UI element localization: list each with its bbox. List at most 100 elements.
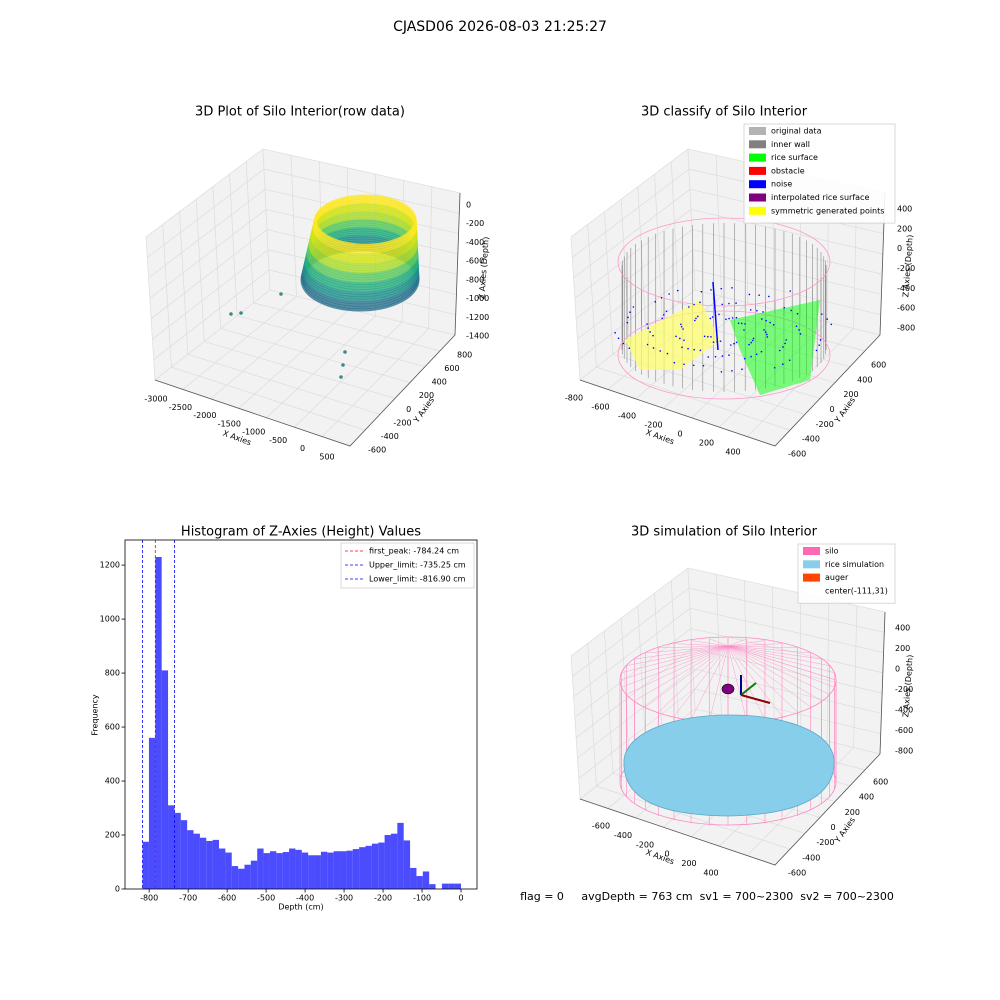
noise-point: [826, 318, 828, 320]
noise-point: [784, 342, 786, 345]
y-tick-label: 1200: [100, 561, 120, 570]
histogram-bar: [352, 849, 360, 889]
noise-point: [649, 331, 651, 333]
y-tick-label: 200: [105, 831, 120, 840]
pane-grid: [637, 186, 647, 329]
y-tick-label: -400: [802, 435, 820, 444]
noise-point: [733, 342, 735, 345]
histogram-bar: [155, 557, 162, 889]
y-tick-label: 600: [105, 723, 120, 732]
legend-label: noise: [771, 180, 792, 189]
legend-swatch: [749, 180, 766, 189]
noise-point: [799, 333, 802, 335]
noise-point: [782, 346, 784, 348]
silo-wire: [727, 645, 811, 708]
noise-point: [788, 359, 791, 362]
x-tick-label: 200: [699, 439, 714, 448]
x-tick-label: 200: [681, 859, 696, 868]
histogram-bar: [333, 851, 341, 889]
noise-point: [796, 312, 799, 315]
y-tick-label: 0: [831, 823, 836, 832]
noise-point: [719, 340, 722, 342]
z-tick-label: -200: [895, 685, 913, 694]
panel-title: Histogram of Z-Axies (Height) Values: [181, 525, 421, 540]
noise-point: [789, 290, 792, 292]
y-tick-label: 400: [859, 793, 874, 802]
histogram-bar: [403, 840, 411, 889]
noise-point: [673, 361, 676, 364]
z-tick-label: 400: [895, 624, 910, 633]
silo-wire: [621, 645, 729, 688]
histogram-bar: [193, 833, 200, 889]
y-tick-label: -400: [381, 432, 399, 441]
silo-wire: [673, 645, 729, 717]
noise-point: [735, 341, 738, 344]
pane-grid: [162, 224, 172, 368]
z-tick-label: -600: [466, 257, 484, 266]
pane-grid: [604, 630, 614, 774]
pane-grid: [294, 321, 403, 428]
legend-label: symmetric generated points: [771, 206, 884, 215]
noise-point: [617, 337, 620, 340]
x-tick-label: -800: [140, 894, 158, 903]
pane-grid: [290, 155, 297, 297]
noise-point: [693, 348, 695, 351]
pane-grid: [238, 309, 350, 409]
x-tick-label: -600: [592, 822, 610, 831]
point: [279, 292, 283, 296]
noise-point: [773, 366, 776, 369]
pane-grid: [689, 607, 884, 653]
histogram-bar: [168, 805, 175, 889]
x-tick-label: -700: [179, 894, 197, 903]
noise-point: [663, 313, 665, 316]
z-tick-label: -600: [897, 304, 915, 313]
y-tick-label: -200: [393, 418, 411, 427]
x-tick-label: 0: [677, 430, 682, 439]
legend-swatch: [803, 573, 820, 582]
noise-point: [718, 313, 720, 316]
noise-point: [675, 335, 677, 338]
x-axis-label: Depth (cm): [278, 903, 323, 912]
silo-wire: [658, 645, 729, 713]
y-tick-label: 200: [845, 808, 860, 817]
legend-swatch: [749, 193, 766, 202]
legend-label: inner wall: [771, 140, 810, 149]
y-tick-label: 400: [432, 378, 447, 387]
z-tick-label: -800: [895, 747, 913, 756]
silo-wire: [727, 645, 830, 666]
pane-grid: [179, 211, 189, 355]
x-tick-label: -200: [636, 840, 654, 849]
silo-wire: [727, 645, 798, 713]
pane-grid: [171, 366, 366, 431]
legend-label: center(-111,31): [825, 586, 888, 595]
pane-grid: [578, 269, 695, 360]
noise-point: [720, 287, 723, 290]
legend-swatch: [749, 206, 766, 215]
noise-point: [629, 311, 631, 313]
y-tick-label: 400: [105, 777, 120, 786]
pane-grid: [691, 229, 883, 275]
legend-swatch: [749, 127, 766, 135]
histogram-bar: [384, 835, 391, 889]
legend-box: [340, 542, 475, 589]
legend-label: Lower_limit: -816.90 cm: [369, 575, 466, 584]
silo-wire: [727, 645, 783, 717]
noise-point: [781, 363, 784, 365]
noise-point: [731, 369, 733, 372]
pane-grid: [153, 269, 270, 360]
silo-wire: [626, 645, 729, 666]
silo-wire: [709, 638, 729, 647]
noise-point: [654, 301, 657, 303]
silo-wire: [727, 640, 765, 647]
y-tick-label: 600: [871, 361, 886, 370]
histogram-bar: [269, 851, 277, 889]
histogram-bar: [327, 852, 334, 889]
z-tick-label: -1000: [466, 294, 489, 303]
x-tick-label: -200: [374, 894, 392, 903]
noise-point: [661, 317, 663, 320]
y-axis-label: Frequency: [91, 694, 100, 736]
axis-line: [579, 334, 881, 447]
noise-point: [760, 318, 763, 320]
noise-point: [750, 355, 752, 358]
noise-point: [766, 336, 769, 338]
